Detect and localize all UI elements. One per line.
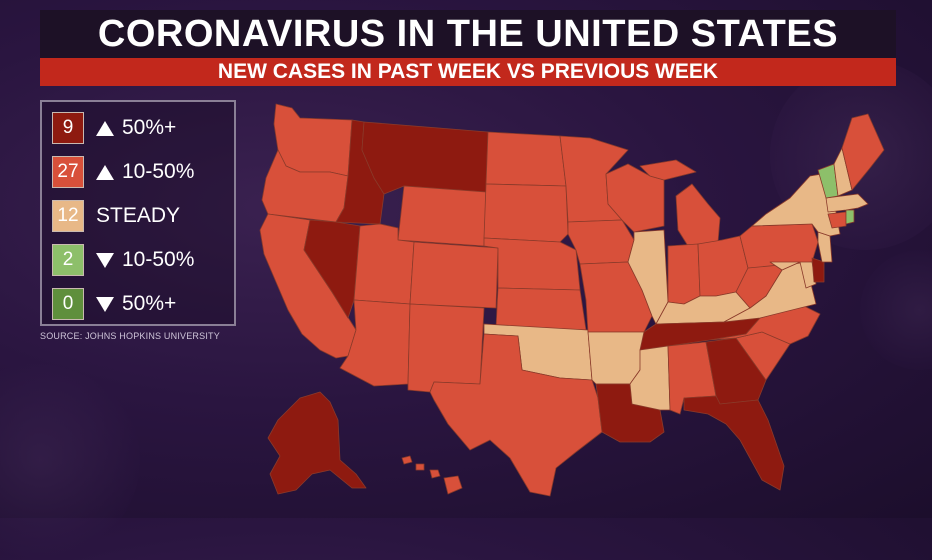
state-ME bbox=[841, 113, 885, 191]
state-IN bbox=[667, 243, 701, 305]
state-WY bbox=[397, 185, 487, 247]
triangle-up-icon bbox=[96, 120, 114, 136]
legend-label: 50%+ bbox=[122, 292, 177, 315]
legend-swatch: 2 bbox=[52, 244, 84, 276]
state-IL bbox=[627, 229, 669, 325]
state-CO bbox=[409, 241, 499, 309]
state-CT bbox=[827, 211, 847, 229]
state-AK bbox=[267, 391, 367, 495]
state-RI bbox=[845, 209, 855, 225]
state-TX bbox=[429, 333, 603, 497]
state-IA bbox=[567, 219, 635, 265]
legend-swatch: 9 bbox=[52, 112, 84, 144]
legend-swatch: 12 bbox=[52, 200, 84, 232]
state-DE bbox=[811, 257, 825, 283]
state-MI bbox=[639, 159, 721, 247]
page-subtitle: NEW CASES IN PAST WEEK VS PREVIOUS WEEK bbox=[217, 60, 719, 83]
triangle-up-icon bbox=[96, 164, 114, 180]
state-HI bbox=[401, 455, 463, 495]
legend: 9 50%+ 27 10-50% 12 STEADY 2 10-50% 0 50… bbox=[40, 100, 236, 326]
state-NY bbox=[751, 173, 841, 237]
state-NE bbox=[483, 237, 581, 291]
state-NV bbox=[303, 219, 361, 319]
legend-label: 10-50% bbox=[122, 248, 195, 271]
legend-label: 10-50% bbox=[122, 160, 195, 183]
state-FL bbox=[683, 395, 785, 491]
legend-item: 2 10-50% bbox=[52, 244, 194, 276]
state-WI bbox=[605, 163, 665, 233]
state-NM bbox=[407, 303, 485, 393]
legend-label: STEADY bbox=[96, 204, 181, 227]
state-NJ bbox=[817, 231, 833, 263]
triangle-down-icon bbox=[96, 252, 114, 268]
triangle-down-icon bbox=[96, 296, 114, 312]
state-PA bbox=[739, 223, 819, 269]
subtitle-bar: NEW CASES IN PAST WEEK VS PREVIOUS WEEK bbox=[40, 58, 896, 86]
legend-item: 9 50%+ bbox=[52, 112, 176, 144]
state-ND bbox=[485, 131, 567, 187]
state-MT bbox=[361, 121, 489, 195]
state-SD bbox=[483, 183, 569, 243]
legend-swatch: 27 bbox=[52, 156, 84, 188]
title-bar: CORONAVIRUS IN THE UNITED STATES bbox=[40, 10, 896, 58]
legend-item: 12 STEADY bbox=[52, 200, 180, 232]
legend-swatch: 0 bbox=[52, 288, 84, 320]
page-title: CORONAVIRUS IN THE UNITED STATES bbox=[97, 12, 839, 55]
legend-item: 27 10-50% bbox=[52, 156, 194, 188]
us-map bbox=[259, 103, 885, 497]
legend-label: 50%+ bbox=[122, 116, 177, 139]
state-MA bbox=[825, 193, 869, 213]
source-note: SOURCE: JOHNS HOPKINS UNIVERSITY bbox=[40, 331, 220, 341]
legend-item: 0 50%+ bbox=[52, 288, 176, 320]
state-KS bbox=[495, 287, 587, 331]
